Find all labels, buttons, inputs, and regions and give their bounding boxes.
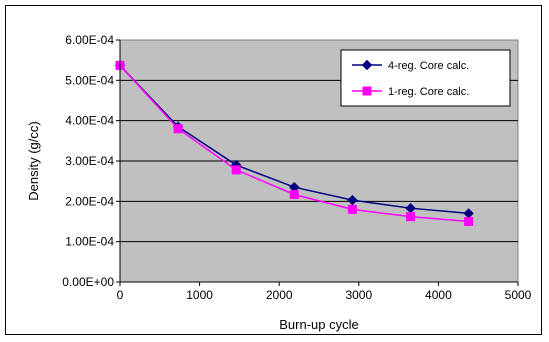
series-2 — [115, 60, 474, 226]
data-point — [406, 212, 416, 222]
legend-entry-2: 1-reg. Core calc. — [352, 86, 469, 98]
legend-swatch-marker — [362, 86, 372, 96]
data-point — [173, 124, 183, 134]
y-tick-label: 6.00E-04 — [65, 33, 114, 47]
legend-items: 4-reg. Core calc. 1-reg. Core calc. — [352, 59, 469, 98]
x-tick-label: 0 — [117, 288, 124, 302]
legend-label: 1-reg. Core calc. — [388, 86, 469, 98]
y-tick-label: 5.00E-04 — [65, 73, 114, 87]
legend-swatch-marker — [361, 59, 373, 71]
legend-label: 4-reg. Core calc. — [388, 60, 469, 72]
y-tick-label: 1.00E-04 — [65, 235, 114, 249]
legend-box — [340, 49, 511, 107]
x-tick-label: 4000 — [425, 288, 452, 302]
x-axis-ticks: 0 1000 2000 3000 4000 5000 — [117, 281, 532, 302]
x-tick-label: 3000 — [345, 288, 372, 302]
y-tick-label: 3.00E-04 — [65, 154, 114, 168]
series-layer — [114, 60, 474, 226]
legend-entry-1: 4-reg. Core calc. — [352, 59, 469, 72]
y-axis-ticks: 0.00E+00 1.00E-04 2.00E-04 3.00E-04 4.00E-04… — [62, 33, 121, 289]
x-tick-label: 5000 — [505, 288, 532, 302]
x-tick-label: 1000 — [186, 288, 213, 302]
y-tick-label: 4.00E-04 — [65, 114, 114, 128]
data-point — [347, 194, 358, 206]
data-point — [231, 165, 241, 175]
data-point — [289, 189, 299, 199]
y-tick-label: 0.00E+00 — [62, 275, 114, 289]
data-point — [347, 204, 357, 214]
x-tick-label: 2000 — [266, 288, 293, 302]
legend: 4-reg. Core calc. 1-reg. Core calc. — [340, 49, 511, 107]
y-axis-title: Density (g/cc) — [26, 121, 41, 200]
data-point — [464, 217, 474, 226]
y-tick-label: 2.00E-04 — [65, 194, 114, 208]
x-axis-title: Burn-up cycle — [279, 317, 358, 332]
